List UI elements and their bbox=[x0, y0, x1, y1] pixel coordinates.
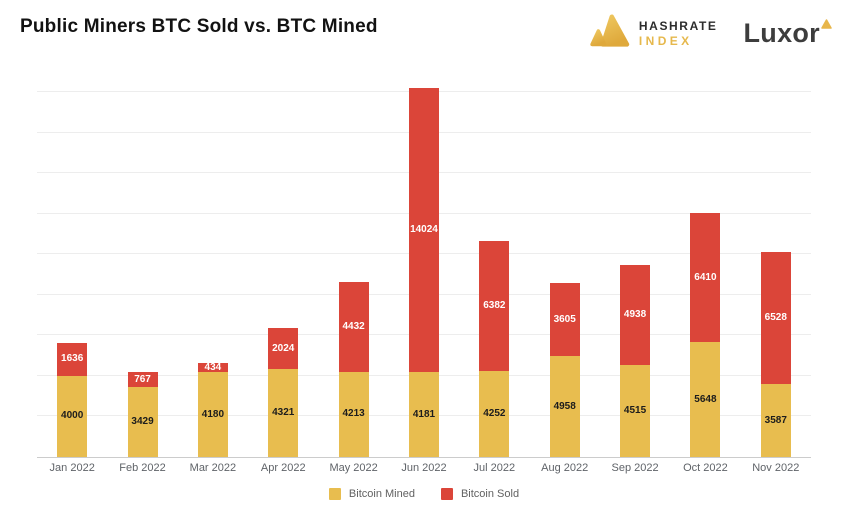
bar-segment-mined: 4321 bbox=[268, 369, 299, 457]
chart-legend: Bitcoin Mined Bitcoin Sold bbox=[37, 488, 811, 500]
bar-value-sold: 3605 bbox=[553, 313, 576, 325]
bar-stack: 6382 4252 bbox=[479, 241, 510, 457]
x-axis-label: Feb 2022 bbox=[119, 462, 166, 474]
bar-value-sold: 6382 bbox=[483, 300, 506, 312]
bar-value-mined: 4515 bbox=[623, 405, 647, 417]
bar-value-sold: 767 bbox=[134, 373, 151, 385]
legend-label: Bitcoin Mined bbox=[348, 488, 415, 500]
bar-group: 4938 4515 bbox=[600, 93, 670, 457]
bar-segment-sold: 2024 bbox=[268, 328, 299, 370]
x-axis-label: Jun 2022 bbox=[401, 462, 447, 474]
x-axis: Jan 2022 Feb 2022 Mar 2022 Apr 2022 May 2022… bbox=[37, 462, 811, 474]
bar-stack: 3605 4958 bbox=[549, 283, 580, 457]
bars-layer: 1636 4000 767 3429 434 4180 2024 4321 4432 4213 14… bbox=[37, 87, 811, 457]
bar-segment-sold: 4938 bbox=[620, 265, 651, 366]
bar-segment-mined: 4213 bbox=[338, 371, 369, 457]
bar-segment-sold: 14024 bbox=[408, 87, 439, 373]
legend-swatch bbox=[440, 488, 453, 500]
logo-group: HASHRATE INDEX Luxor bbox=[590, 14, 832, 53]
bar-value-sold: 4432 bbox=[342, 320, 365, 332]
bar-segment-sold: 6410 bbox=[690, 212, 721, 343]
bar-stack: 6410 5648 bbox=[690, 212, 721, 457]
bar-group: 1636 4000 bbox=[37, 93, 107, 457]
bar-group: 434 4180 bbox=[178, 93, 248, 457]
legend-item: Bitcoin Sold bbox=[440, 488, 520, 500]
bar-value-sold: 6410 bbox=[694, 271, 717, 283]
bar-group: 14024 4181 bbox=[389, 87, 459, 457]
bar-group: 3605 4958 bbox=[530, 93, 600, 457]
bar-value-mined: 3429 bbox=[131, 416, 154, 428]
bar-segment-mined: 4180 bbox=[197, 372, 228, 457]
bar-segment-mined: 3429 bbox=[127, 387, 158, 457]
bar-value-mined: 4321 bbox=[272, 407, 295, 419]
bar-segment-mined: 5648 bbox=[690, 342, 721, 457]
bar-group: 767 3429 bbox=[107, 93, 177, 457]
bar-value-mined: 4181 bbox=[412, 408, 436, 420]
x-axis-label: Nov 2022 bbox=[752, 462, 800, 474]
bar-segment-sold: 434 bbox=[197, 361, 228, 373]
bar-segment-mined: 4181 bbox=[408, 372, 439, 457]
bar-group: 6410 5648 bbox=[670, 93, 740, 457]
bar-stack: 2024 4321 bbox=[268, 328, 299, 457]
bar-value-mined: 5648 bbox=[694, 393, 717, 405]
x-axis-label: Oct 2022 bbox=[683, 462, 728, 474]
chart-plot-area: 1636 4000 767 3429 434 4180 2024 4321 4432 4213 14… bbox=[37, 87, 811, 458]
bar-stack: 4432 4213 bbox=[338, 281, 369, 457]
x-axis-label: Aug 2022 bbox=[541, 462, 589, 474]
bar-segment-sold: 6528 bbox=[760, 251, 791, 385]
x-axis-label: May 2022 bbox=[329, 462, 378, 474]
bar-stack: 434 4180 bbox=[197, 361, 228, 457]
legend-swatch bbox=[328, 488, 341, 500]
bar-value-mined: 4000 bbox=[61, 410, 84, 422]
page-title: Public Miners BTC Sold vs. BTC Mined bbox=[20, 16, 378, 37]
bar-value-mined: 4958 bbox=[553, 400, 576, 412]
bar-value-sold: 6528 bbox=[764, 312, 787, 324]
hashrate-logo-text: HASHRATE INDEX bbox=[639, 19, 718, 49]
bar-value-sold: 2024 bbox=[272, 342, 295, 354]
luxor-logo: Luxor bbox=[743, 18, 832, 49]
bar-value-sold: 4938 bbox=[623, 309, 647, 321]
bar-group: 2024 4321 bbox=[248, 93, 318, 457]
bar-segment-mined: 4000 bbox=[57, 375, 88, 457]
bar-segment-mined: 4958 bbox=[549, 356, 580, 457]
legend-item: Bitcoin Mined bbox=[328, 488, 415, 500]
bar-value-sold: 14024 bbox=[410, 224, 438, 236]
hashrate-index-logo: HASHRATE INDEX bbox=[590, 14, 718, 53]
bar-segment-sold: 767 bbox=[127, 371, 158, 388]
bar-value-mined: 4213 bbox=[342, 408, 365, 420]
x-axis-label: Mar 2022 bbox=[189, 462, 237, 474]
hashrate-logo-line1: HASHRATE bbox=[638, 18, 718, 33]
luxor-logo-text: Luxor bbox=[743, 18, 820, 48]
bar-segment-sold: 3605 bbox=[549, 283, 580, 357]
hashrate-logo-line2: INDEX bbox=[638, 33, 693, 48]
bar-stack: 14024 4181 bbox=[408, 87, 439, 457]
bar-value-mined: 4252 bbox=[483, 407, 506, 419]
bar-group: 6382 4252 bbox=[459, 93, 529, 457]
bar-segment-mined: 3587 bbox=[760, 384, 791, 457]
bar-value-sold: 434 bbox=[204, 361, 222, 373]
x-axis-label: Sep 2022 bbox=[611, 462, 659, 474]
bar-segment-mined: 4515 bbox=[620, 365, 651, 457]
legend-label: Bitcoin Sold bbox=[460, 488, 520, 500]
x-axis-label: Jan 2022 bbox=[49, 462, 95, 474]
bar-segment-sold: 1636 bbox=[57, 342, 88, 376]
bar-value-mined: 3587 bbox=[764, 414, 787, 426]
bar-group: 4432 4213 bbox=[318, 93, 388, 457]
bar-segment-mined: 4252 bbox=[479, 370, 510, 457]
bar-value-sold: 1636 bbox=[61, 353, 84, 365]
bar-stack: 4938 4515 bbox=[620, 265, 651, 457]
bar-segment-sold: 4432 bbox=[338, 281, 369, 372]
bar-value-mined: 4180 bbox=[201, 408, 225, 420]
bar-stack: 767 3429 bbox=[127, 371, 158, 457]
hashrate-logo-icon bbox=[590, 14, 630, 53]
x-axis-label: Apr 2022 bbox=[260, 462, 306, 474]
luxor-logo-triangle-icon bbox=[821, 16, 832, 34]
bar-group: 6528 3587 bbox=[741, 93, 811, 457]
x-axis-label: Jul 2022 bbox=[473, 462, 516, 474]
bar-stack: 1636 4000 bbox=[57, 342, 88, 457]
bar-segment-sold: 6382 bbox=[479, 241, 510, 371]
bar-stack: 6528 3587 bbox=[760, 251, 791, 457]
